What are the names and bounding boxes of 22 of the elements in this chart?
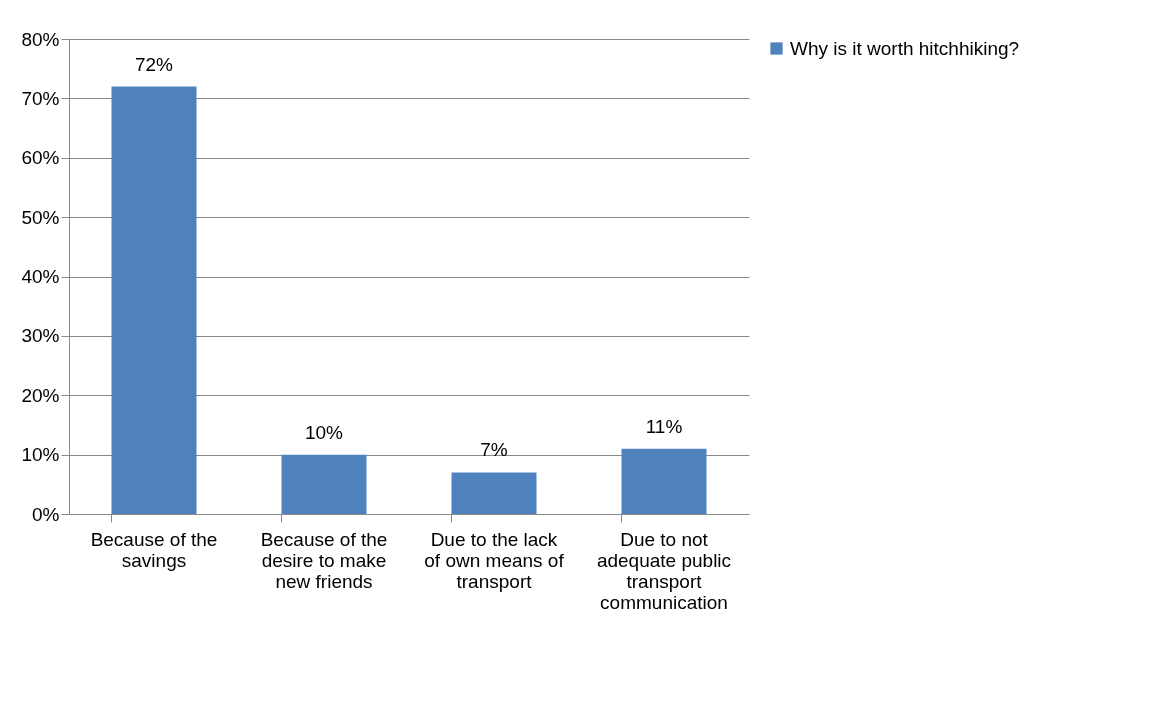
data-label: 10% [304,421,344,443]
data-label: 7% [480,439,508,461]
data-label: 72% [134,53,174,75]
x-tick-label: Due to not adequate public transport communication [596,528,732,613]
data-label: 11% [645,415,683,437]
y-tick-label: 20% [21,384,60,406]
legend-label: Why is it worth hitchhiking? [790,37,1020,59]
bar [621,448,707,514]
x-tick-label: Due to the lack of own means of transport [424,528,565,592]
y-tick-label: 80% [21,28,60,50]
x-tick-label: Because of the desire to make new friends [260,528,388,592]
y-tick-label: 40% [21,266,60,287]
y-tick-label: 50% [21,206,60,228]
y-tick-label: 30% [21,325,60,347]
y-tick-label: 70% [21,87,60,109]
bar [281,454,367,514]
y-tick-label: 60% [21,147,60,169]
x-tick-label: Because of the savings [90,528,218,571]
bar [451,472,537,514]
y-tick-label: 0% [32,503,60,525]
y-tick-label: 10% [21,444,60,466]
bar [111,86,197,514]
